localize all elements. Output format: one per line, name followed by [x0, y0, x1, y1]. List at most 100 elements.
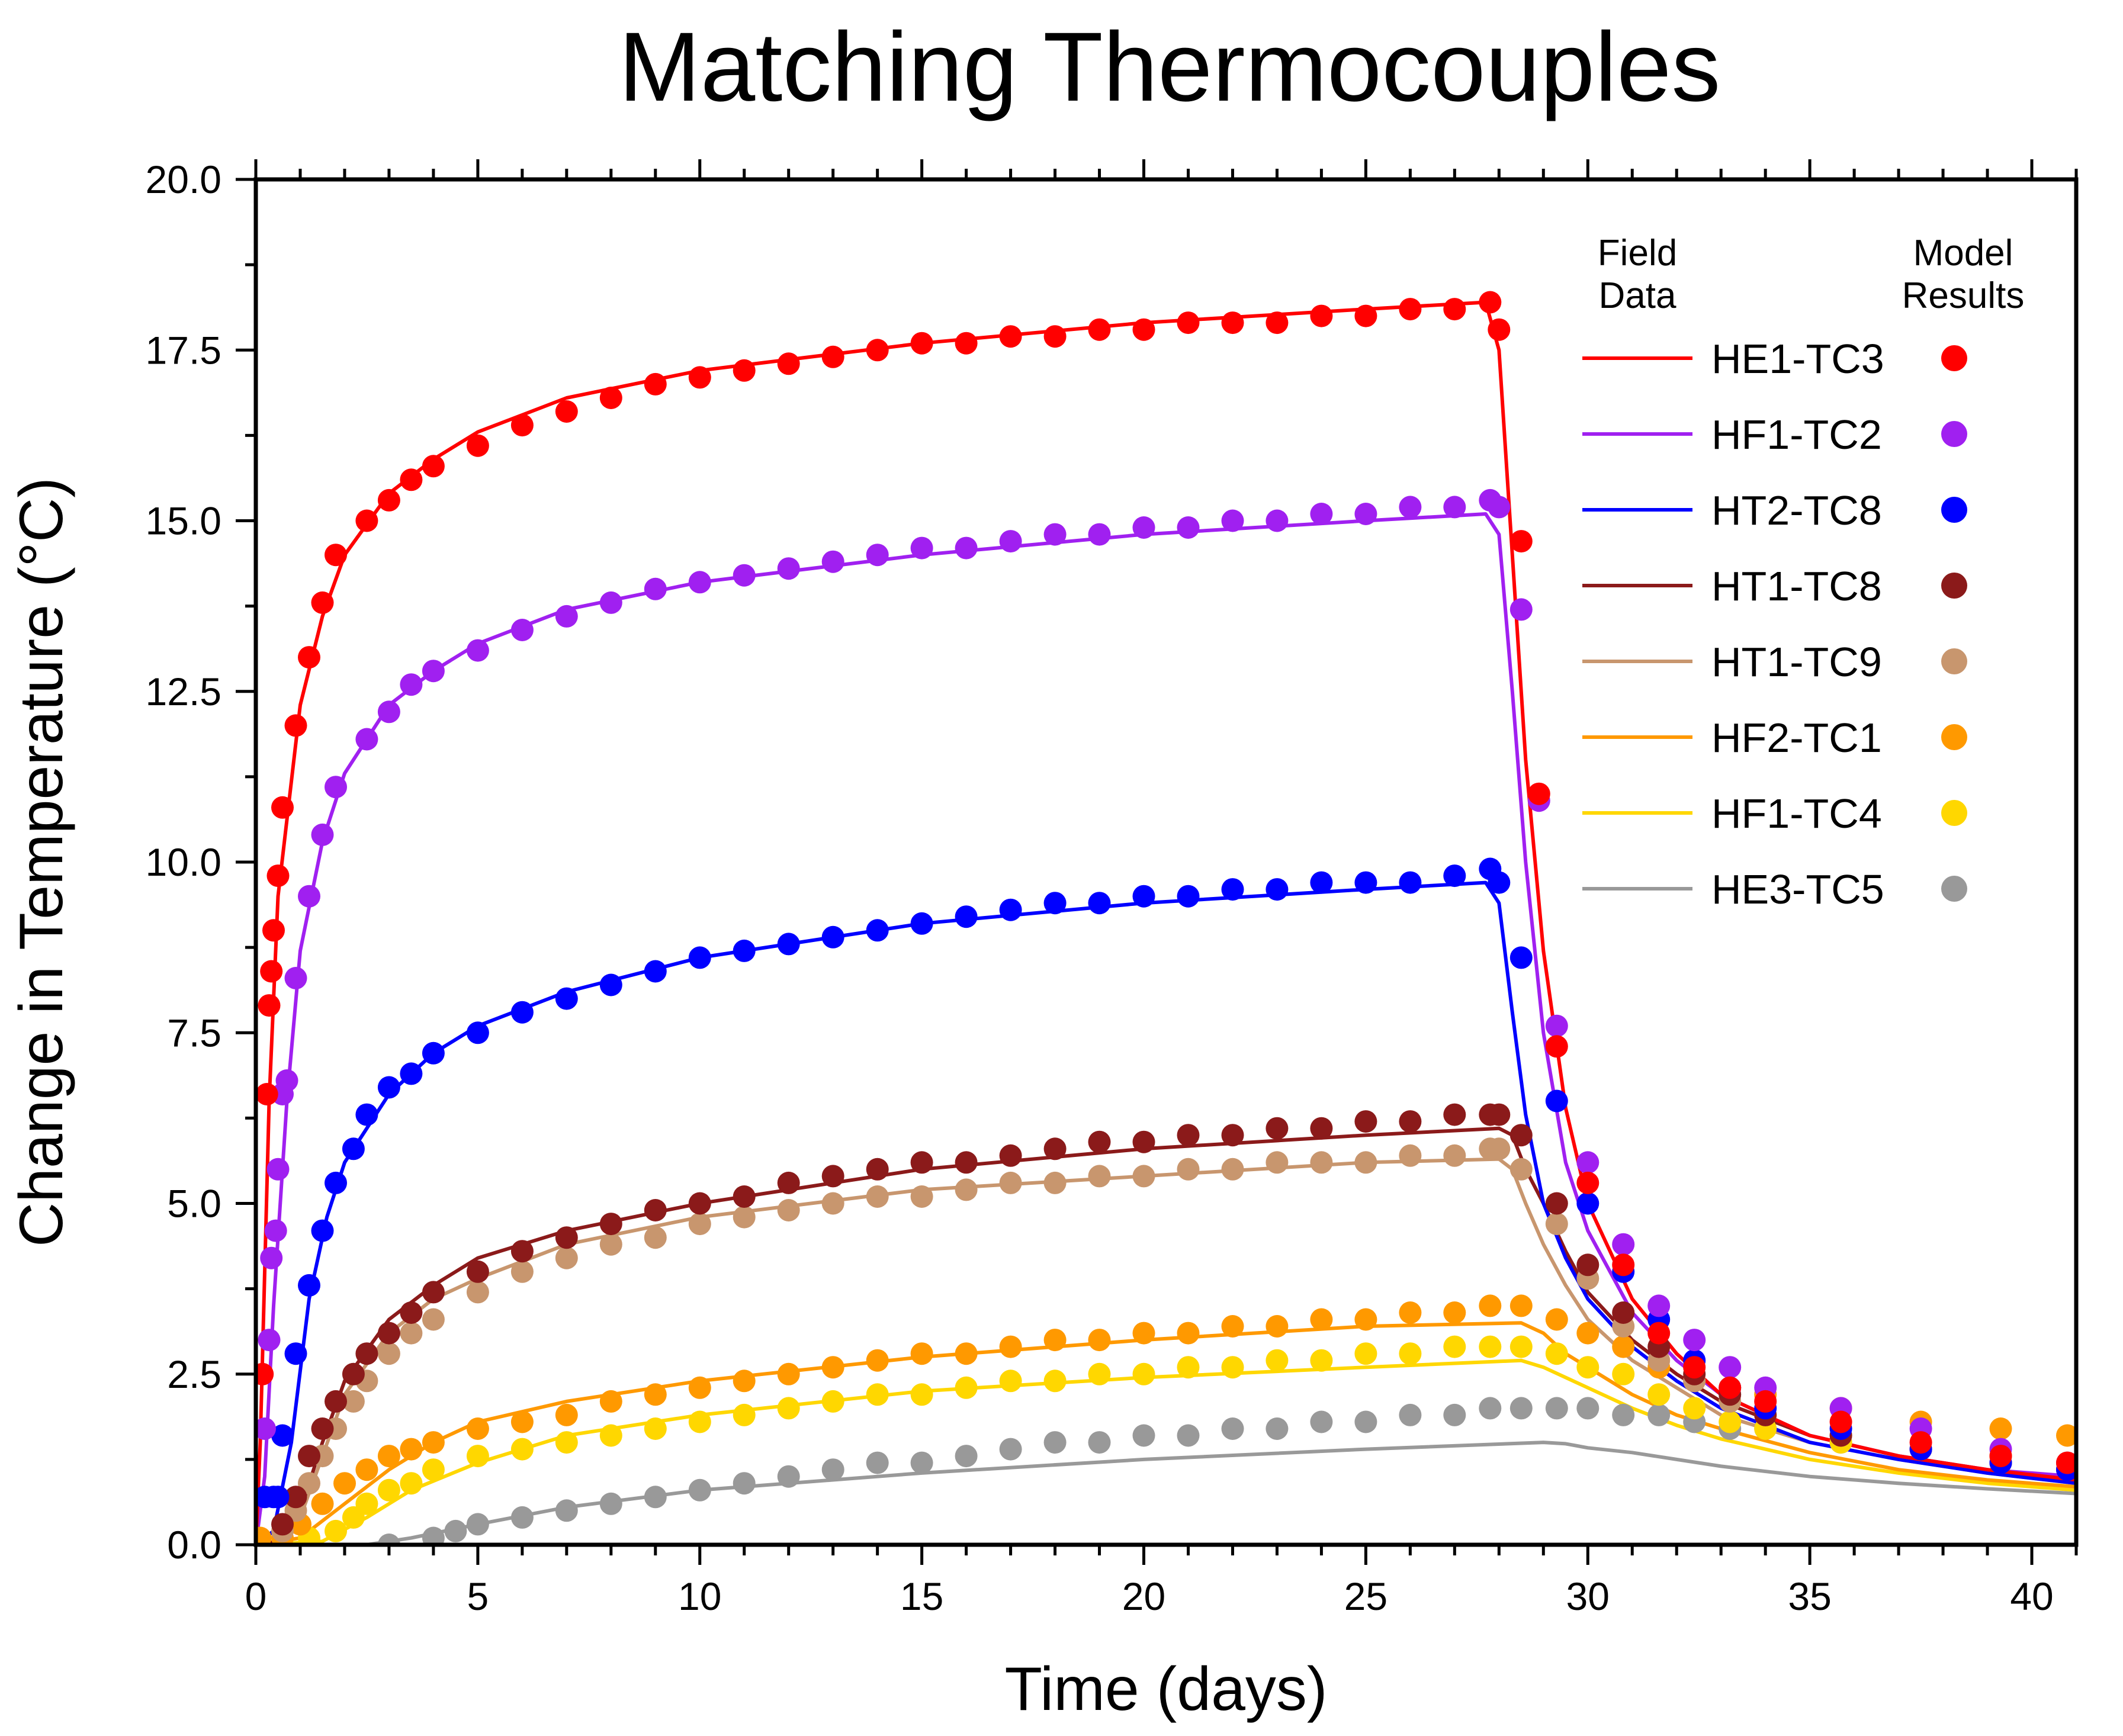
model-point	[1488, 496, 1511, 519]
model-point	[599, 1390, 622, 1413]
model-point	[342, 1362, 365, 1385]
model-point	[1576, 1151, 1600, 1174]
chart-title: Matching Thermocouples	[619, 12, 1721, 122]
model-point	[1177, 1124, 1200, 1147]
model-point	[377, 1534, 400, 1545]
model-point	[400, 468, 423, 491]
model-point	[1443, 864, 1466, 888]
model-point	[644, 372, 667, 396]
model-point	[377, 1445, 400, 1468]
model-point	[400, 1062, 423, 1085]
model-point	[466, 1417, 489, 1440]
model-point	[2056, 1451, 2076, 1474]
model-point	[1443, 1403, 1466, 1426]
legend-entry-hf1-tc2: HF1-TC2	[1582, 412, 1967, 458]
model-point	[1177, 1424, 1200, 1447]
model-point	[325, 1171, 347, 1194]
model-point	[644, 1486, 667, 1509]
model-point	[1221, 1315, 1244, 1338]
model-point	[333, 1472, 356, 1495]
model-point	[271, 1424, 294, 1447]
model-point	[1399, 871, 1422, 894]
model-point	[1354, 1308, 1377, 1331]
model-point	[1266, 1349, 1289, 1372]
model-point	[1132, 1130, 1155, 1153]
model-point	[1310, 1410, 1333, 1433]
model-point	[688, 1192, 711, 1215]
model-point	[298, 1445, 320, 1468]
model-points-hf2-tc1	[256, 1294, 2076, 1545]
model-point	[1545, 1192, 1568, 1215]
model-point	[821, 1192, 844, 1215]
model-point	[733, 1369, 756, 1393]
model-point	[1043, 523, 1067, 546]
model-point	[555, 1431, 578, 1454]
model-point	[1509, 1158, 1533, 1181]
model-point	[342, 1390, 365, 1413]
model-point	[910, 332, 933, 355]
model-point	[377, 1322, 400, 1345]
model-point	[466, 1281, 489, 1304]
model-point	[258, 1329, 281, 1352]
model-point	[284, 714, 307, 737]
model-point	[1266, 1117, 1289, 1140]
model-point	[733, 1403, 756, 1426]
legend-label: HF1-TC2	[1711, 412, 1882, 458]
model-point	[256, 1362, 274, 1385]
model-point	[999, 1369, 1022, 1393]
model-point	[377, 700, 400, 724]
model-point	[733, 1185, 756, 1208]
model-point	[311, 591, 334, 614]
model-point	[1043, 1369, 1067, 1393]
model-point	[1576, 1322, 1600, 1345]
model-point	[555, 605, 578, 628]
model-point	[1545, 1035, 1568, 1058]
x-tick-label: 5	[467, 1574, 489, 1618]
model-point	[1443, 1144, 1466, 1167]
model-point	[1989, 1445, 2012, 1468]
y-tick-label: 2.5	[167, 1352, 221, 1396]
model-point	[1310, 1117, 1333, 1140]
model-point	[1443, 298, 1466, 321]
model-point	[284, 1486, 307, 1509]
model-point	[910, 1185, 933, 1208]
model-point	[1043, 325, 1067, 348]
y-tick-label: 5.0	[167, 1182, 221, 1226]
model-point	[777, 1465, 800, 1488]
model-point	[1545, 1308, 1568, 1331]
model-point	[1576, 1356, 1600, 1379]
model-point	[1488, 318, 1511, 341]
legend-label: HE3-TC5	[1711, 866, 1884, 912]
legend-dot-swatch	[1941, 724, 1967, 750]
model-point	[1612, 1335, 1635, 1358]
field-line-ht1-tc9	[256, 1157, 2076, 1545]
model-point	[910, 1383, 933, 1406]
model-point	[311, 1219, 334, 1242]
model-point	[688, 1213, 711, 1236]
x-axis-label: Time (days)	[1004, 1655, 1327, 1724]
model-point	[910, 536, 933, 560]
model-point	[777, 1199, 800, 1221]
model-point	[1132, 1322, 1155, 1345]
model-point	[555, 987, 578, 1010]
x-tick-label: 20	[1122, 1574, 1165, 1618]
model-point	[466, 639, 489, 662]
model-point	[1989, 1417, 2012, 1440]
model-point	[355, 1342, 378, 1365]
model-point	[1612, 1253, 1635, 1277]
model-point	[325, 1390, 347, 1413]
model-point	[1488, 1137, 1511, 1160]
model-point	[1310, 1349, 1333, 1372]
model-point	[422, 1281, 445, 1304]
model-point	[266, 1158, 290, 1181]
model-point	[1443, 1335, 1466, 1358]
model-point	[1043, 1431, 1067, 1454]
model-point	[1266, 878, 1289, 901]
model-point	[999, 898, 1022, 921]
model-point	[275, 1069, 298, 1092]
model-point	[355, 1458, 378, 1481]
x-tick-label: 35	[1788, 1574, 1831, 1618]
model-point	[599, 1233, 622, 1256]
model-point	[377, 1342, 400, 1365]
model-point	[1576, 1397, 1600, 1420]
